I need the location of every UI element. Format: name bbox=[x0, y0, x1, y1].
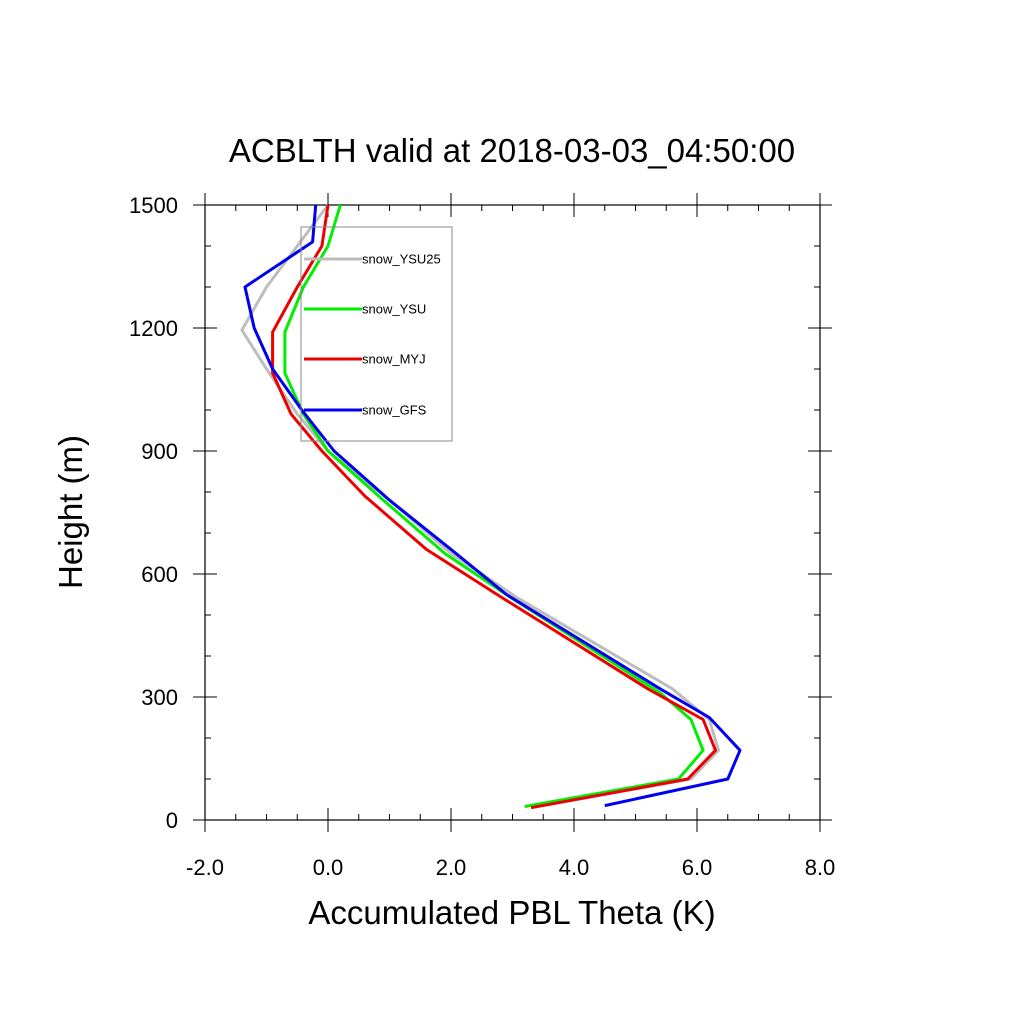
legend-label-snow-myj: snow_MYJ bbox=[362, 352, 426, 367]
y-tick-label: 1200 bbox=[129, 316, 178, 341]
legend-box bbox=[300, 226, 453, 442]
y-tick-label: 0 bbox=[166, 808, 178, 833]
x-axis-label: Accumulated PBL Theta (K) bbox=[308, 894, 715, 931]
x-tick-label: 0.0 bbox=[313, 855, 344, 880]
x-axis-ticks bbox=[204, 193, 821, 832]
legend: snow_YSU25 snow_YSU snow_MYJ snow_GFS bbox=[300, 226, 453, 442]
y-tick-label: 1500 bbox=[129, 193, 178, 218]
legend-items: snow_YSU25 snow_YSU snow_MYJ snow_GFS bbox=[304, 252, 441, 418]
series-line-snow-gfs bbox=[243, 204, 742, 808]
series-line-snow-ysu25 bbox=[240, 204, 720, 808]
x-tick-label: -2.0 bbox=[186, 855, 224, 880]
y-tick-label: 300 bbox=[141, 685, 178, 710]
y-tick-label: 900 bbox=[141, 439, 178, 464]
x-tick-label: 6.0 bbox=[682, 855, 713, 880]
plot-frame bbox=[204, 204, 821, 821]
x-tick-label: 2.0 bbox=[436, 855, 467, 880]
legend-label-snow-gfs: snow_GFS bbox=[362, 403, 427, 418]
y-axis-label: Height (m) bbox=[52, 435, 89, 589]
y-tick-label: 600 bbox=[141, 562, 178, 587]
legend-label-snow-ysu: snow_YSU bbox=[362, 302, 426, 317]
series-line-snow-myj bbox=[271, 204, 717, 810]
x-tick-label: 4.0 bbox=[559, 855, 590, 880]
x-tick-label: 8.0 bbox=[805, 855, 836, 880]
x-axis-tick-labels: -2.0 0.0 2.0 4.0 6.0 8.0 bbox=[186, 855, 835, 880]
y-axis-ticks bbox=[193, 204, 832, 821]
legend-label-snow-ysu25: snow_YSU25 bbox=[362, 252, 441, 267]
chart-title: ACBLTH valid at 2018-03-03_04:50:00 bbox=[229, 132, 795, 169]
series-lines bbox=[240, 204, 742, 810]
series-line-snow-ysu bbox=[283, 204, 705, 808]
y-axis-tick-labels: 0 300 600 900 1200 1500 bbox=[129, 193, 178, 833]
